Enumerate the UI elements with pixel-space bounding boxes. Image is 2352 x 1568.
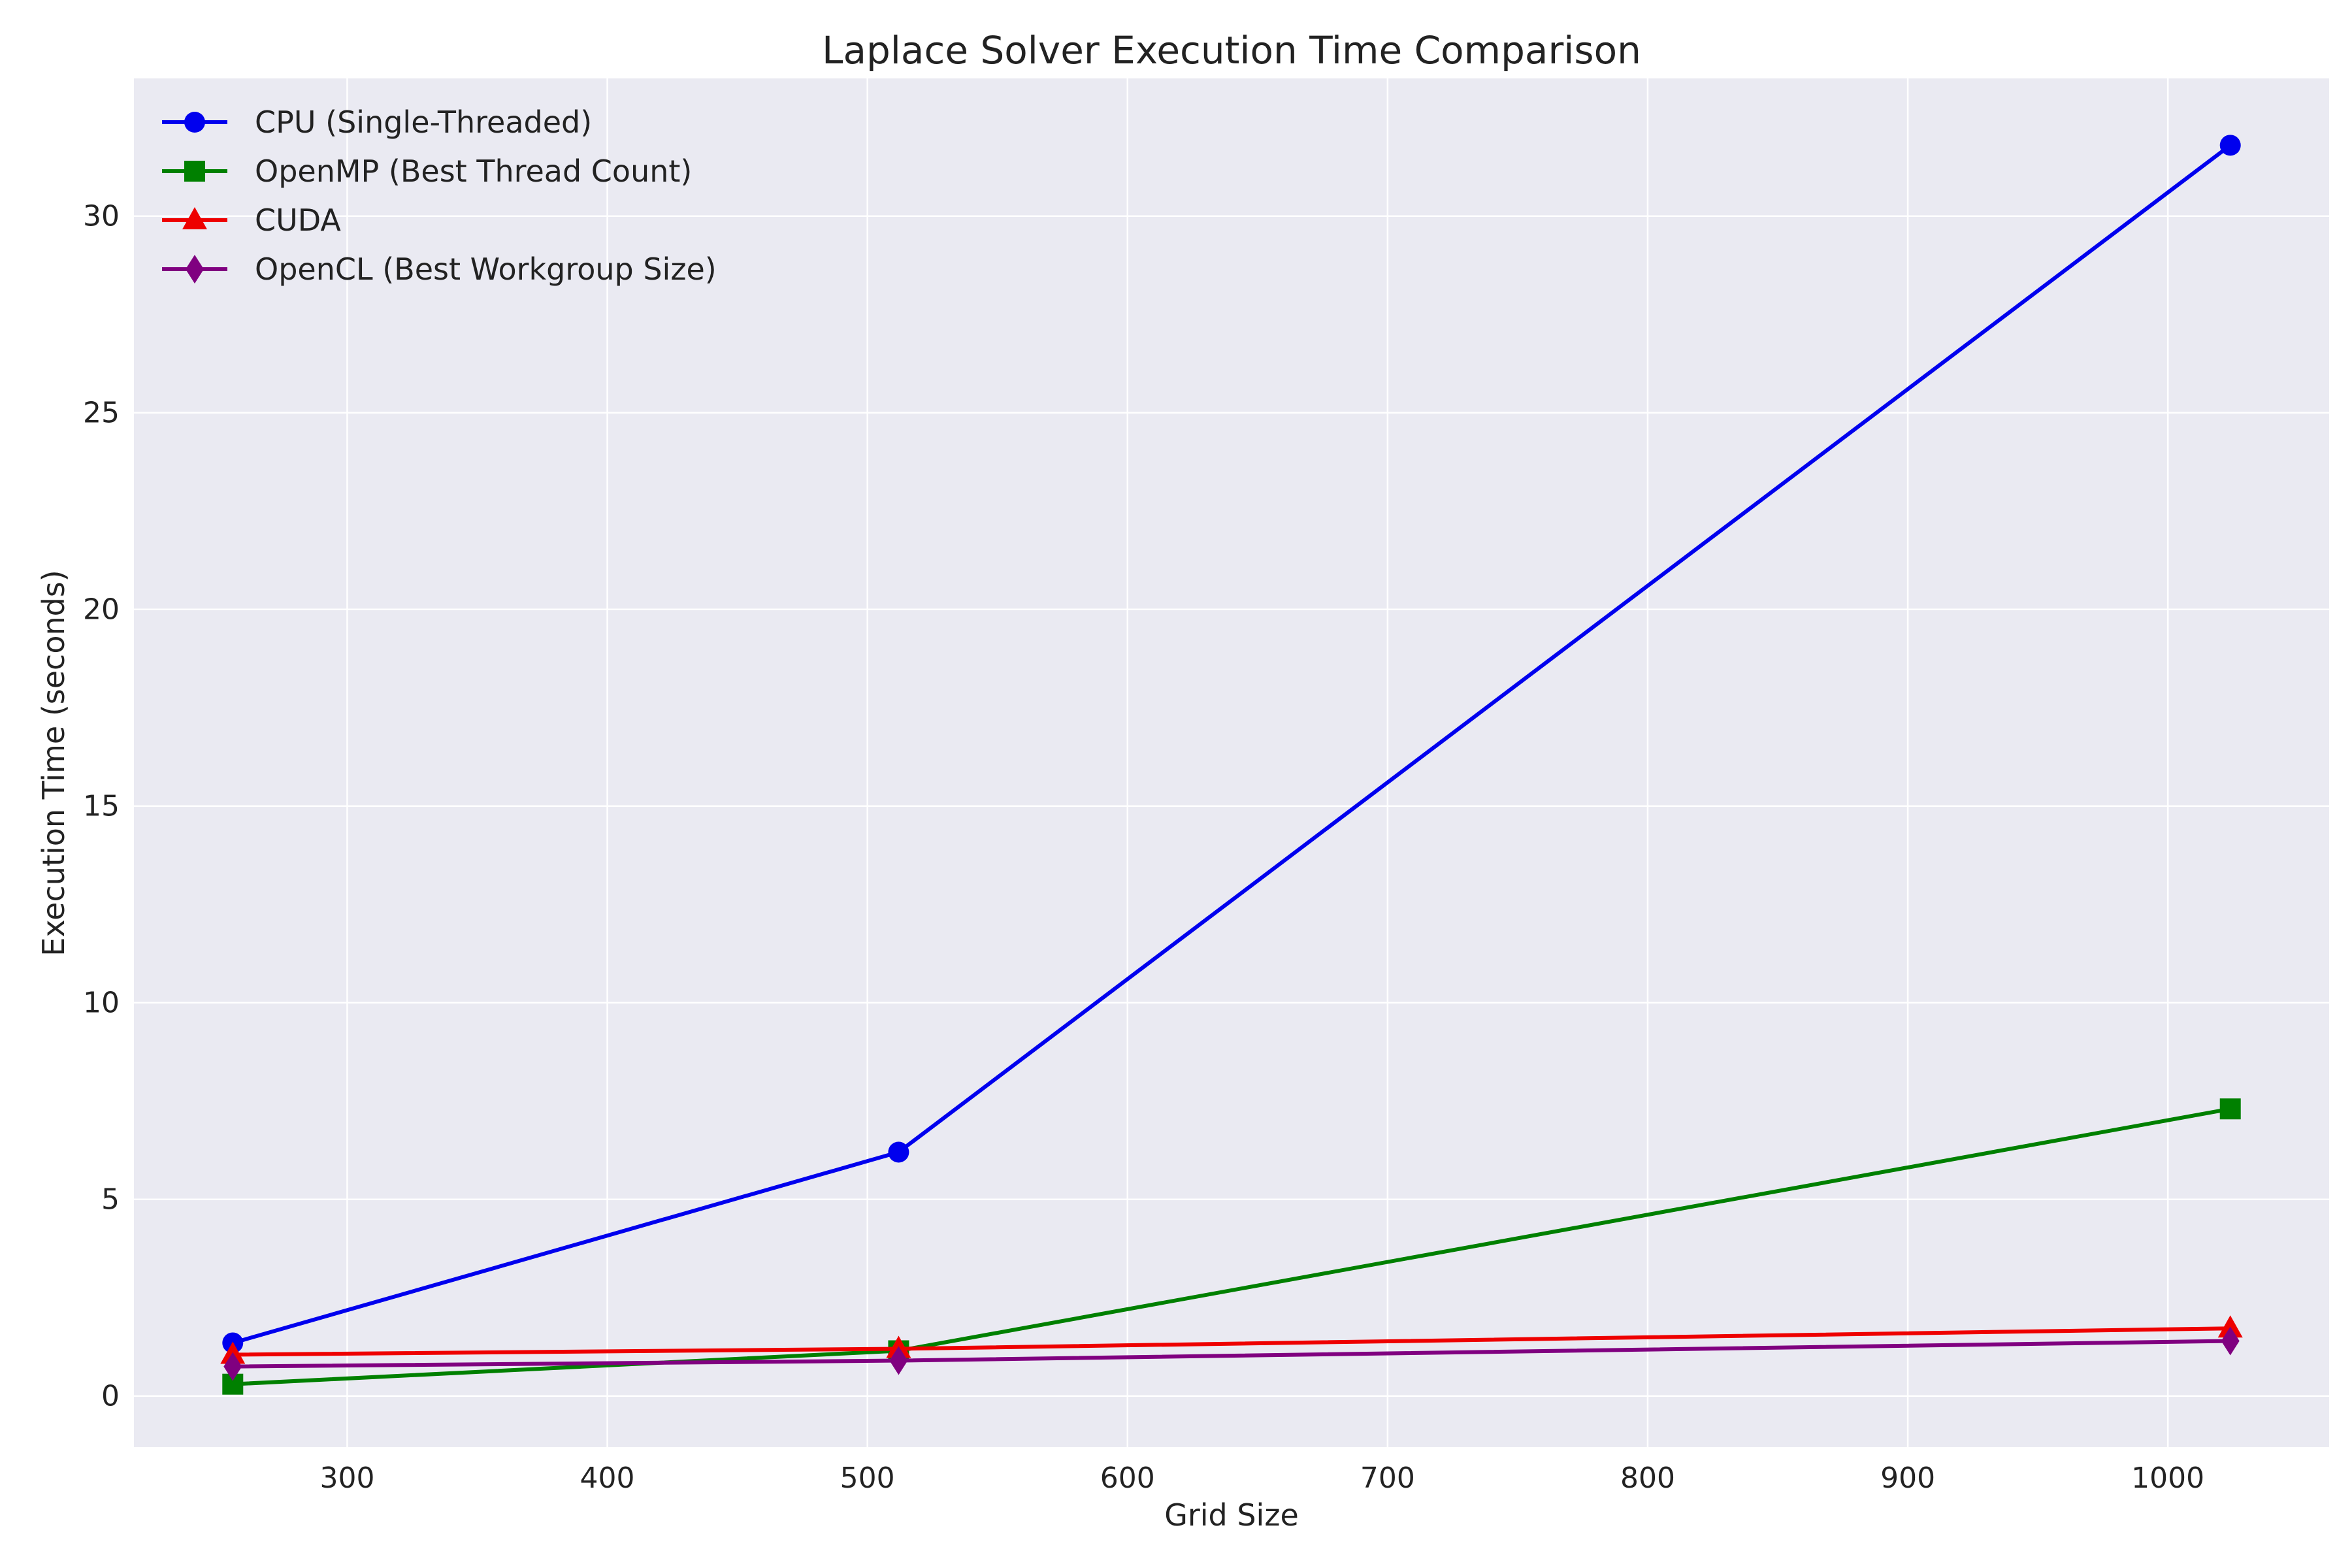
data-point bbox=[888, 1141, 909, 1163]
data-point bbox=[223, 1352, 242, 1381]
legend-label: CUDA bbox=[255, 203, 341, 238]
data-point bbox=[2219, 135, 2241, 156]
legend-marker bbox=[186, 255, 204, 284]
data-point bbox=[889, 1346, 908, 1375]
y-tick-label: 30 bbox=[83, 200, 120, 233]
legend-item: CUDA bbox=[162, 203, 341, 238]
x-tick-labels: 300 400 500 600 700 800 900 1000 bbox=[319, 1462, 2204, 1495]
x-grid-lines bbox=[346, 78, 2169, 1447]
y-tick-label: 0 bbox=[101, 1380, 120, 1413]
legend-marker bbox=[184, 161, 205, 182]
plot-area bbox=[134, 78, 2329, 1447]
legend-label: OpenCL (Best Workgroup Size) bbox=[255, 252, 717, 287]
y-tick-label: 5 bbox=[101, 1183, 120, 1217]
legend: CPU (Single-Threaded) OpenMP (Best Thread… bbox=[162, 105, 717, 287]
legend-marker bbox=[184, 112, 205, 133]
x-tick-label: 500 bbox=[840, 1462, 895, 1495]
y-tick-label: 10 bbox=[83, 987, 120, 1020]
x-tick-label: 800 bbox=[1620, 1462, 1675, 1495]
y-tick-label: 15 bbox=[83, 790, 120, 823]
legend-label: OpenMP (Best Thread Count) bbox=[255, 154, 692, 189]
data-point bbox=[2221, 1326, 2240, 1356]
x-tick-label: 900 bbox=[1880, 1462, 1935, 1495]
y-grid-lines bbox=[134, 215, 2329, 1397]
series-layer bbox=[220, 135, 2243, 1395]
chart-title: Laplace Solver Execution Time Comparison bbox=[822, 28, 1641, 73]
y-tick-labels: 0 5 10 15 20 25 30 bbox=[83, 200, 120, 1413]
y-tick-label: 20 bbox=[83, 593, 120, 627]
data-point bbox=[2217, 1315, 2243, 1338]
series-opencl-best-workgroup-size bbox=[223, 1326, 2240, 1381]
series-cpu-single-threaded bbox=[222, 135, 2241, 1354]
x-tick-label: 600 bbox=[1100, 1462, 1155, 1495]
x-tick-label: 700 bbox=[1360, 1462, 1415, 1495]
legend-item: CPU (Single-Threaded) bbox=[162, 105, 592, 140]
y-tick-label: 25 bbox=[83, 397, 120, 430]
legend-label: CPU (Single-Threaded) bbox=[255, 105, 592, 140]
x-tick-label: 300 bbox=[319, 1462, 374, 1495]
legend-marker bbox=[182, 207, 207, 229]
legend-item: OpenMP (Best Thread Count) bbox=[162, 154, 692, 189]
data-point bbox=[2219, 1098, 2241, 1120]
y-axis-title: Execution Time (seconds) bbox=[36, 570, 71, 956]
x-axis-title: Grid Size bbox=[1164, 1497, 1299, 1533]
x-tick-label: 1000 bbox=[2131, 1462, 2204, 1495]
x-tick-label: 400 bbox=[580, 1462, 635, 1495]
legend-item: OpenCL (Best Workgroup Size) bbox=[162, 252, 717, 287]
